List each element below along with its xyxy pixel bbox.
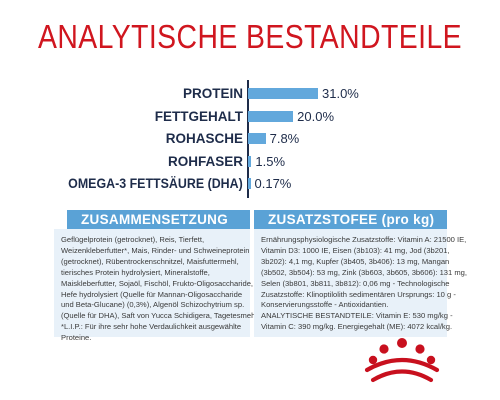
text-line: ANALYTISCHE BESTANDTEILE: Vitamin E: 530… xyxy=(261,311,453,321)
text-line: und Beta-Glucane) (0,3%), Algenöl Schizo… xyxy=(61,300,245,310)
logo-dot xyxy=(415,344,425,354)
bar-row: ROHFASER 1.5% xyxy=(0,152,500,172)
bar-row: FETTGEHALT 20.0% xyxy=(0,107,500,127)
bar-category-label: PROTEIN xyxy=(182,86,243,101)
bar xyxy=(248,155,252,167)
bar xyxy=(248,110,294,122)
bar-value-label: 7.8% xyxy=(269,131,300,147)
bar-row: ROHASCHE 7.8% xyxy=(0,129,500,149)
text-line: Selen (3b801, 3b811, 3b812): 0,06 mg - T… xyxy=(261,278,450,288)
text-line: Konservierungsstoffe - Antioxidantien. xyxy=(261,300,389,310)
text-line: Vitamin C: 390 mg/kg. Energiegehalt (ME)… xyxy=(261,322,453,332)
text-line: Geflügelprotein (getrocknet), Reis, Tier… xyxy=(61,235,205,244)
logo-dot xyxy=(368,355,378,365)
bar-value-label: 1.5% xyxy=(255,153,286,169)
additives-header: ZUSATZSTOFEE (pro kg) xyxy=(254,210,447,229)
text-line: *L.I.P.: Für ihre sehr hohe Verdaulichke… xyxy=(61,322,242,332)
composition-body: Geflügelprotein (getrocknet), Reis, Tier… xyxy=(54,229,260,342)
text-line: (3b502, 3b504): 53 mg, Zink (3b603, 3b60… xyxy=(261,267,468,277)
bar-row: PROTEIN 31.0% xyxy=(0,84,500,104)
bar-value-label: 20.0% xyxy=(297,108,335,124)
logo-dot xyxy=(426,355,436,365)
text-line: Maiskleberfutter, Sojaöl, Fischöl, Frukt… xyxy=(61,278,254,288)
additives-body: Ernährungsphysiologische Zusatzstoffe: V… xyxy=(254,229,468,337)
bar xyxy=(248,88,318,99)
text-line: Proteine. xyxy=(61,333,92,343)
text-line: tierisches Protein hydrolysiert, Mineral… xyxy=(61,267,210,277)
bar-category-label: FETTGEHALT xyxy=(154,108,243,124)
text-line: (Quelle für DHA), Saft von Yucca Schidig… xyxy=(61,311,260,321)
page-title: ANALYTISCHE BESTANDTEILE xyxy=(37,18,463,55)
bar-value-label: 0.17% xyxy=(254,176,292,192)
bar-category-label: ROHASCHE xyxy=(165,131,243,147)
composition-header: ZUSAMMENSETZUNG xyxy=(67,210,250,229)
text-line: 3b202): 4,1 mg, Kupfer (3b405, 3b406): 1… xyxy=(261,256,450,266)
bar-value-label: 31.0% xyxy=(322,86,359,101)
text-line: Weizenkleberfutter*, Mais, Rinder- und S… xyxy=(61,245,250,255)
text-line: (getrocknet), Rübentrockenschnitzel, Mai… xyxy=(61,256,239,266)
bar xyxy=(248,178,251,190)
text-line: Vitamin D3: 1000 IE, Eisen (3b103): 41 m… xyxy=(261,245,450,255)
text-line: Ernährungsphysiologische Zusatzstoffe: V… xyxy=(261,235,467,244)
royal-canin-crown-logo-icon xyxy=(364,338,440,383)
logo-dot xyxy=(379,344,389,354)
bar-category-label: OMEGA-3 FETTSÄURE (DHA) xyxy=(68,176,243,192)
bar-row: OMEGA-3 FETTSÄURE (DHA) 0.17% xyxy=(0,174,500,194)
text-line: Zusatzstoffe: Klinoptilolith sedimentäre… xyxy=(261,289,456,299)
text-line: Hefe hydrolysiert (Quelle für Mannan-Oli… xyxy=(61,289,243,299)
logo-dot xyxy=(397,338,407,348)
bar xyxy=(248,133,266,145)
bar-category-label: ROHFASER xyxy=(167,153,243,169)
